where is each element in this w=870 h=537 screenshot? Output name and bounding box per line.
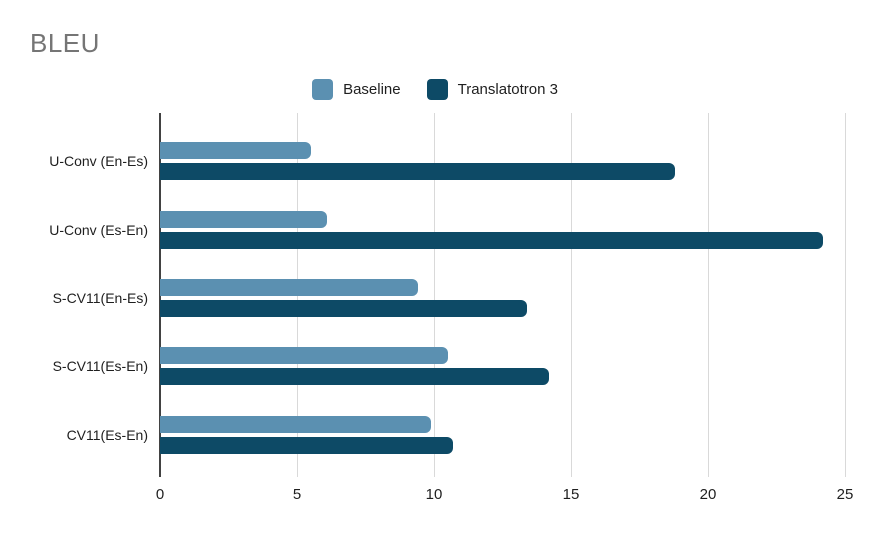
bar-baseline-s-cv11-en-es — [160, 279, 418, 297]
legend-swatch-baseline — [312, 79, 334, 100]
legend-item-translatotron-3: Translatotron 3 — [426, 79, 558, 100]
bar-translatotron-3-cv11-es-en — [160, 436, 454, 454]
bar-group-s-cv11-es-en: S-CV11(Es-En) — [53, 332, 845, 400]
x-tick-label: 5 — [292, 486, 302, 503]
bar-translatotron-3-u-conv-es-en — [160, 231, 824, 249]
bar-baseline-u-conv-es-en — [160, 210, 328, 228]
bar-translatotron-3-u-conv-en-es — [160, 163, 676, 181]
chart-title: BLEU — [30, 28, 100, 58]
bar-baseline-u-conv-en-es — [160, 142, 311, 160]
category-label: S-CV11(Es-En) — [52, 358, 148, 375]
x-tick-label: 10 — [425, 486, 443, 503]
gridline — [571, 113, 572, 477]
category-label: U-Conv (En-Es) — [49, 153, 148, 170]
bar-baseline-cv11-es-en — [160, 415, 432, 433]
bar-rows: U-Conv (En-Es) U-Conv (Es-En) S-CV11(En-Es… — [49, 113, 845, 477]
bar-group-u-conv-en-es: U-Conv (En-Es) — [49, 127, 845, 195]
gridline — [845, 113, 846, 477]
x-tick-label: 25 — [836, 486, 854, 503]
bar-translatotron-3-s-cv11-en-es — [160, 300, 528, 318]
bar-baseline-s-cv11-es-en — [160, 347, 448, 365]
gridline — [434, 113, 435, 477]
bar-translatotron-3-s-cv11-es-en — [160, 368, 550, 386]
legend-item-baseline: Baseline — [312, 79, 401, 100]
x-tick-label: 15 — [562, 486, 580, 503]
x-tick-label: 0 — [155, 486, 165, 503]
bar-group-s-cv11-en-es: S-CV11(En-Es) — [53, 264, 845, 332]
category-label: CV11(Es-En) — [66, 426, 148, 443]
x-tick-label: 20 — [699, 486, 717, 503]
plot-area: 0 5 10 15 20 25 U-Conv (En-Es) U-Conv (Es-En) S… — [49, 113, 853, 503]
bar-group-cv11-es-en: CV11(Es-En) — [67, 401, 845, 469]
legend-label: Translatotron 3 — [457, 81, 558, 98]
gridline — [708, 113, 709, 477]
chart-legend: Baseline Translatotron 3 — [0, 79, 870, 100]
category-label: S-CV11(En-Es) — [52, 290, 148, 307]
legend-label: Baseline — [343, 81, 401, 98]
bar-group-u-conv-es-en: U-Conv (Es-En) — [49, 195, 845, 263]
category-label: U-Conv (Es-En) — [49, 221, 148, 238]
legend-swatch-translatotron-3 — [426, 79, 448, 100]
